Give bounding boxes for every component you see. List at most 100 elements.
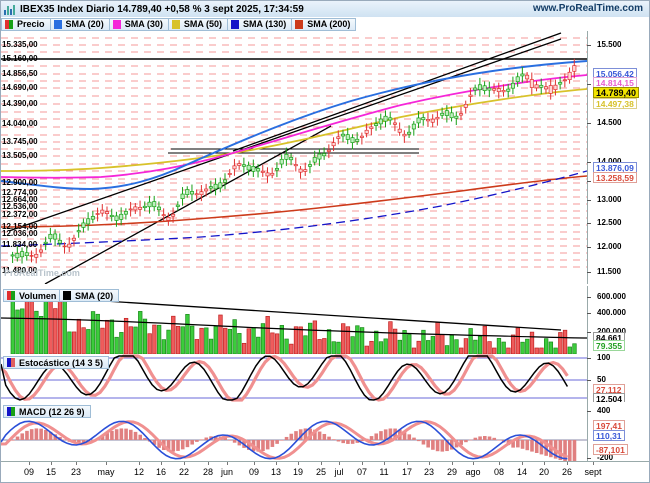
date-axis-label: 16: [155, 467, 167, 477]
volume-axis-tick: 600.000: [597, 292, 626, 301]
price-level-label: 14.856,50: [2, 69, 38, 78]
price-left-axis: 15.335,00 15.160,00 14.856,50 14.690,00 14.3…: [1, 31, 47, 284]
stochastic-axis-tick: 100: [597, 353, 611, 362]
macd-right-axis[interactable]: 400 -200 197,41 110,31 -87,101: [587, 402, 649, 463]
date-axis-tick: [429, 462, 430, 465]
date-axis-label: may: [97, 467, 115, 477]
legend-item-sma-50[interactable]: SMA (50): [168, 17, 229, 31]
price-level-label: 13.745,00: [2, 137, 38, 146]
volume-panel-header[interactable]: Volumen: [3, 289, 63, 302]
price-chart-canvas: [1, 32, 587, 284]
volume-plot-area[interactable]: [1, 286, 587, 354]
legend-label: SMA (50): [183, 19, 223, 29]
date-axis-label: sept: [584, 467, 602, 477]
date-axis-label: 13: [270, 467, 282, 477]
sma200-value-flag[interactable]: 13.258,59: [593, 172, 637, 183]
legend-item-sma-30[interactable]: SMA (30): [109, 17, 169, 31]
macd-plot-area[interactable]: [1, 402, 587, 463]
date-axis-tick: [51, 462, 52, 465]
axis-tick-mark: [587, 162, 591, 163]
macd-title: MACD (12 26 9): [19, 406, 85, 417]
date-axis-label: 09: [248, 467, 260, 477]
date-axis[interactable]: 09 15 23 may 12 16 22 28 jun 09 13 19 25 jul 07 11 17 23 2…: [1, 461, 649, 482]
price-panel[interactable]: 15.50015.00014.50014.00013.50013.00012.5…: [1, 31, 649, 284]
date-axis-tick: [298, 462, 299, 465]
price-level-label: 12.664,00: [2, 195, 38, 204]
price-level-label: 14.040,00: [2, 119, 38, 128]
date-axis-tick: [208, 462, 209, 465]
stochastic-panel-header[interactable]: Estocástico (14 3 5): [3, 356, 110, 369]
price-level-label: 15.335,00: [2, 40, 38, 49]
date-axis-label: 20: [538, 467, 550, 477]
date-axis-label: 17: [401, 467, 413, 477]
macd-line-value-flag[interactable]: 110,31: [593, 430, 625, 441]
date-axis-label: 15: [45, 467, 57, 477]
date-axis-label: 11: [379, 467, 389, 477]
stochastic-axis-tick: 50: [597, 375, 606, 384]
date-axis-label: 19: [292, 467, 304, 477]
legend-label: SMA (20): [65, 19, 104, 29]
axis-tick-mark: [587, 411, 591, 412]
price-right-axis[interactable]: 15.50015.00014.50014.00013.50013.00012.5…: [587, 31, 649, 284]
axis-tick-mark: [587, 247, 591, 248]
price-axis-tick: 14.500: [597, 118, 622, 127]
legend-item-sma-20[interactable]: SMA (20): [50, 17, 110, 31]
stochastic-right-axis[interactable]: 100 50 27,112 12,504: [587, 353, 649, 404]
axis-tick-mark: [587, 181, 591, 182]
date-axis-tick: [139, 462, 140, 465]
legend-item-sma-130[interactable]: SMA (130): [228, 17, 293, 31]
price-axis-tick: 12.500: [597, 218, 622, 227]
price-level-label: 12.900,00: [2, 178, 38, 187]
date-axis-tick: [473, 462, 474, 465]
page-title: IBEX35 Index Diario 14.789,40 +0,58 % 3 …: [20, 3, 304, 15]
price-level-label: 15.160,00: [2, 54, 38, 63]
price-axis-tick: 11.500: [597, 267, 622, 276]
date-axis-tick: [184, 462, 185, 465]
date-axis-tick: [593, 462, 594, 465]
volume-title: Volumen: [19, 290, 57, 301]
price-level-label: 14.690,00: [2, 83, 38, 92]
volume-axis-divider: [587, 286, 588, 354]
date-axis-tick: [522, 462, 523, 465]
date-axis-tick: [254, 462, 255, 465]
macd-histogram-value-flag[interactable]: -87,101: [593, 444, 628, 455]
stochastic-axis-divider: [587, 354, 588, 402]
legend-label: Precio: [17, 19, 45, 29]
price-plot-area[interactable]: [1, 31, 587, 284]
last-price-flag[interactable]: 14.789,40: [593, 87, 640, 98]
axis-tick-mark: [587, 200, 591, 201]
date-axis-label: jun: [220, 467, 234, 477]
volume-sma-header[interactable]: SMA (20): [59, 289, 120, 302]
date-axis-label: 23: [70, 467, 82, 477]
volume-color-icon: [7, 291, 15, 300]
axis-tick-mark: [587, 358, 591, 359]
price-level-label: 11.834,00: [2, 240, 38, 249]
price-level-label: 12.536,00: [2, 202, 38, 211]
legend-item-sma-200[interactable]: SMA (200): [292, 17, 357, 31]
date-axis-tick: [362, 462, 363, 465]
date-axis-label: jul: [334, 467, 344, 477]
date-axis-label: 23: [423, 467, 435, 477]
macd-axis-tick: 400: [597, 406, 611, 415]
macd-panel-header[interactable]: MACD (12 26 9): [3, 405, 91, 418]
date-axis-tick: [227, 462, 228, 465]
macd-panel[interactable]: 400 -200 197,41 110,31 -87,101: [1, 402, 649, 463]
price-level-label: 12.036,00: [2, 229, 38, 238]
axis-tick-mark: [587, 223, 591, 224]
price-level-label: 14.390,00: [2, 99, 38, 108]
date-axis-tick: [161, 462, 162, 465]
volume-value-flag[interactable]: 79.355: [593, 340, 625, 351]
axis-tick-mark: [587, 84, 591, 85]
sma50-value-flag[interactable]: 14.497,38: [593, 98, 637, 109]
stochastic-color-icon: [7, 358, 15, 367]
legend-bar: Precio SMA (20) SMA (30) SMA (50) SMA (130) S…: [1, 17, 649, 31]
macd-axis-divider: [587, 402, 588, 463]
date-axis-tick: [106, 462, 107, 465]
price-level-label: 12.372,00: [2, 210, 38, 219]
watermark: ProRealTime.com: [4, 268, 80, 278]
macd-axis-tick: -200: [597, 453, 614, 462]
axis-tick-mark: [587, 313, 591, 314]
date-axis-label: 08: [493, 467, 505, 477]
legend-item-precio[interactable]: Precio: [1, 17, 51, 31]
